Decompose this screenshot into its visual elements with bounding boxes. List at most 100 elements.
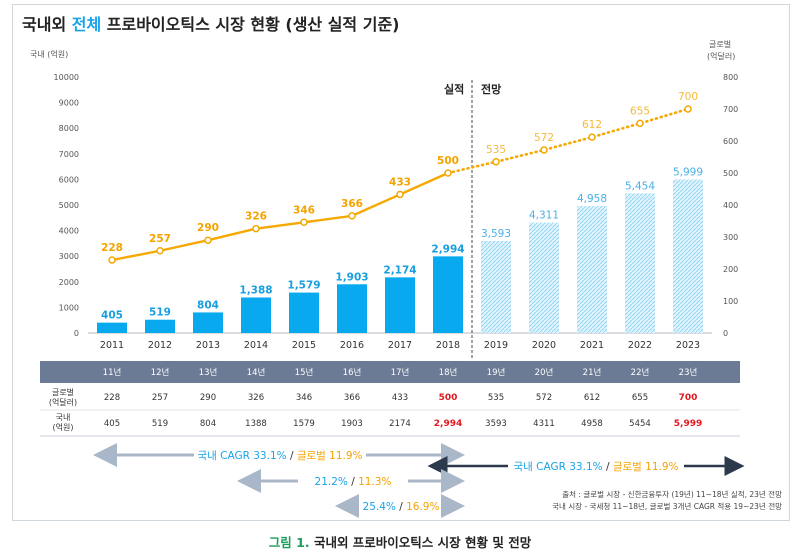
global-value-label: 500 [437,155,459,167]
table-global-cell: 257 [152,393,168,403]
global-line-point [108,256,116,264]
table-domestic-cell: 4311 [533,419,555,429]
table-domestic-cell: 4958 [581,419,603,429]
bar-domestic-actual [337,284,367,333]
global-value-label: 433 [389,176,411,188]
table-global-cell: 572 [536,393,552,403]
right-axis-label-1: 글로벌 [709,39,731,49]
table-global-cell: 326 [248,393,264,403]
global-value-label: 700 [678,91,698,103]
cagr-forecast-global: 글로벌 11.9% [613,461,679,473]
table-header-cell: 18년 [439,367,458,378]
table-global-cell: 655 [632,393,648,403]
table-domestic-cell: 519 [152,419,168,429]
global-line-point [396,190,404,199]
global-value-label: 366 [341,198,363,210]
cagr1-domestic: 국내 CAGR 33.1% [197,450,286,462]
left-axis-tick: 2000 [59,278,79,287]
x-category-label: 2018 [436,340,460,351]
bar-value-label: 804 [197,299,219,311]
global-line-point [492,158,500,166]
cagr-forecast-sep: / [603,461,613,473]
global-line-forecast [446,107,690,175]
global-value-label: 346 [293,204,315,216]
x-category-label: 2014 [244,340,268,351]
global-value-label: 535 [486,144,506,156]
left-axis-tick: 6000 [59,175,79,184]
bar-value-label: 3,593 [481,228,511,240]
table-global-cell: 346 [296,393,312,403]
bar-domestic-forecast [577,206,607,333]
global-line-point [348,212,356,220]
global-line-point [204,236,212,244]
cagr3-sep: / [396,501,406,513]
x-category-label: 2022 [628,340,652,351]
left-axis-tick: 8000 [59,124,79,133]
table-global-cell: 612 [584,393,600,403]
cagr2-domestic: 21.2% [315,476,348,488]
table-header-bar [40,361,740,383]
table-header-cell: 21년 [583,367,602,378]
x-category-label: 2016 [340,340,364,351]
global-line-point [444,169,452,177]
right-axis-label-2: (억달러) [707,51,735,61]
global-value-label: 257 [149,233,171,245]
x-category-label: 2015 [292,340,316,351]
table-header-cell: 16년 [343,367,362,378]
table-domestic-label-1: 국내 [56,413,71,422]
global-line-actual [111,171,449,262]
right-axis-tick: 600 [723,137,738,146]
left-axis-tick: 1000 [59,303,79,312]
table-header-cell: 11년 [103,367,122,378]
bar-value-label: 5,999 [673,166,703,178]
cagr-forecast-domestic: 국내 CAGR 33.1% [513,461,602,473]
x-category-label: 2019 [484,340,508,351]
x-category-label: 2011 [100,340,124,351]
table-domestic-cell: 804 [200,419,216,429]
table-domestic-cell: 1579 [293,419,315,429]
bar-value-label: 2,994 [431,243,464,255]
table-domestic-cell: 5,999 [674,419,702,429]
caption-figure-number: 그림 1. [268,535,310,550]
table-domestic-label-2: (억원) [53,422,74,432]
title-rest: 프로바이오틱스 시장 현황 (생산 실적 기준) [101,15,400,34]
cagr-forecast-text: 국내 CAGR 33.1% / 글로벌 11.9% [513,461,678,473]
bar-domestic-forecast [529,222,559,333]
x-category-label: 2021 [580,340,604,351]
bar-domestic-forecast [673,179,703,333]
global-value-label: 290 [197,222,219,234]
figure-caption: 그림 1. 국내외 프로바이오틱스 시장 현황 및 전망 [0,532,800,551]
cagr1-sep: / [287,450,297,462]
table-global-cell: 700 [679,393,698,403]
global-value-label: 612 [582,119,602,131]
chart-title: 국내외 전체 프로바이오틱스 시장 현황 (생산 실적 기준) [22,11,399,35]
global-line-point [300,218,308,227]
left-axis-tick: 7000 [59,150,79,159]
right-axis-tick: 200 [723,265,738,274]
table-header-cell: 20년 [535,367,554,378]
cagr1-text: 국내 CAGR 33.1% / 글로벌 11.9% [197,450,362,462]
cagr3-text: 25.4% / 16.9% [363,501,440,513]
bar-value-label: 405 [101,310,123,322]
bar-domestic-actual [433,256,463,333]
chart-svg: 국내 (억원) 글로벌 (억달러) 0100020003000400050006… [30,39,782,518]
bar-domestic-actual [385,277,415,333]
global-line-point [540,146,548,154]
left-axis-label: 국내 (억원) [30,49,68,59]
table-header-cell: 23년 [679,367,698,378]
table-header-cell: 22년 [631,367,650,378]
global-line-point [156,247,164,255]
caption-text: 국내외 프로바이오틱스 시장 현황 및 전망 [309,535,532,550]
cagr3-global: 16.9% [406,501,439,513]
bar-value-label: 1,388 [239,284,272,296]
table-header-cell: 19년 [487,367,506,378]
table-domestic-cell: 5454 [629,419,651,429]
x-category-label: 2020 [532,340,556,351]
left-axis-tick: 4000 [59,227,79,236]
right-axis-tick: 0 [723,329,728,338]
table-header-cell: 14년 [247,367,266,378]
right-axis-tick: 400 [723,201,738,210]
bar-domestic-actual [193,312,223,333]
cagr3-domestic: 25.4% [363,501,396,513]
right-axis-tick: 800 [723,73,738,82]
